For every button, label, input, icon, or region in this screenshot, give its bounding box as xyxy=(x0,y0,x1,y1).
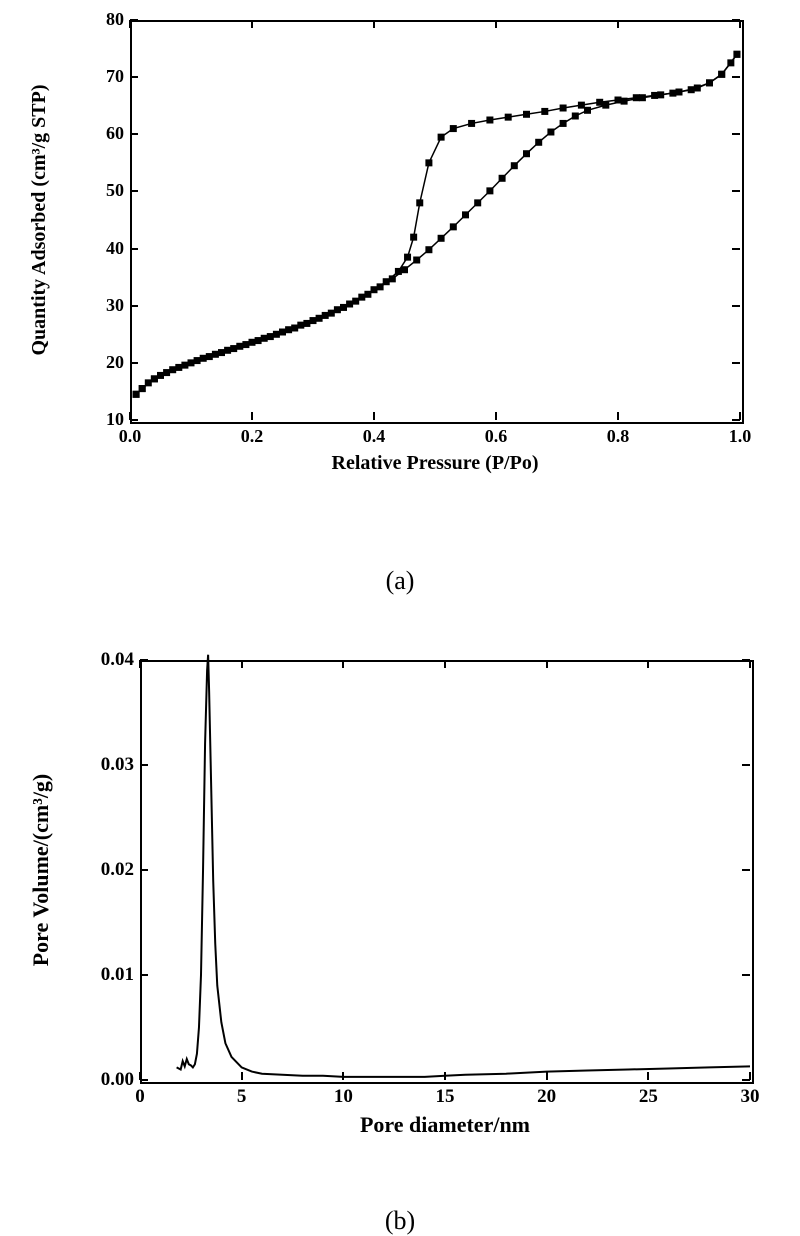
y-axis-label-a: Quantity Adsorbed (cm³/g STP) xyxy=(28,20,51,420)
x-axis-label-b: Pore diameter/nm xyxy=(140,1112,750,1138)
y-axis-label-b: Pore Volume/(cm³/g) xyxy=(28,660,54,1080)
x-tick-label: 25 xyxy=(628,1086,668,1108)
sublabel-b: (b) xyxy=(0,1206,800,1236)
x-tick-label: 0.8 xyxy=(598,426,638,447)
x-tick-label: 15 xyxy=(425,1086,465,1108)
y-tick-label: 0.02 xyxy=(80,859,134,881)
x-tick-label: 0.2 xyxy=(232,426,272,447)
x-axis-label-a: Relative Pressure (P/Po) xyxy=(130,452,740,475)
y-tick-label: 60 xyxy=(70,123,124,144)
x-tick-label: 1.0 xyxy=(720,426,760,447)
isotherm-chart: 0.00.20.40.60.81.01020304050607080 Quant… xyxy=(0,0,800,560)
y-tick-label: 20 xyxy=(70,352,124,373)
y-tick-label: 70 xyxy=(70,66,124,87)
x-tick-label: 30 xyxy=(730,1086,770,1108)
sublabel-a: (a) xyxy=(0,566,800,596)
pore-distribution-chart: 0510152025300.000.010.020.030.04 Pore Vo… xyxy=(0,640,800,1200)
y-tick-label: 80 xyxy=(70,9,124,30)
x-tick-label: 10 xyxy=(323,1086,363,1108)
x-tick-label: 5 xyxy=(222,1086,262,1108)
y-tick-label: 0.00 xyxy=(80,1069,134,1091)
y-tick-label: 10 xyxy=(70,409,124,430)
y-tick-label: 0.03 xyxy=(80,754,134,776)
y-tick-label: 0.01 xyxy=(80,964,134,986)
x-tick-label: 20 xyxy=(527,1086,567,1108)
y-tick-label: 30 xyxy=(70,295,124,316)
x-tick-label: 0.6 xyxy=(476,426,516,447)
x-tick-label: 0.4 xyxy=(354,426,394,447)
y-tick-label: 50 xyxy=(70,180,124,201)
y-tick-label: 0.04 xyxy=(80,649,134,671)
y-tick-label: 40 xyxy=(70,238,124,259)
